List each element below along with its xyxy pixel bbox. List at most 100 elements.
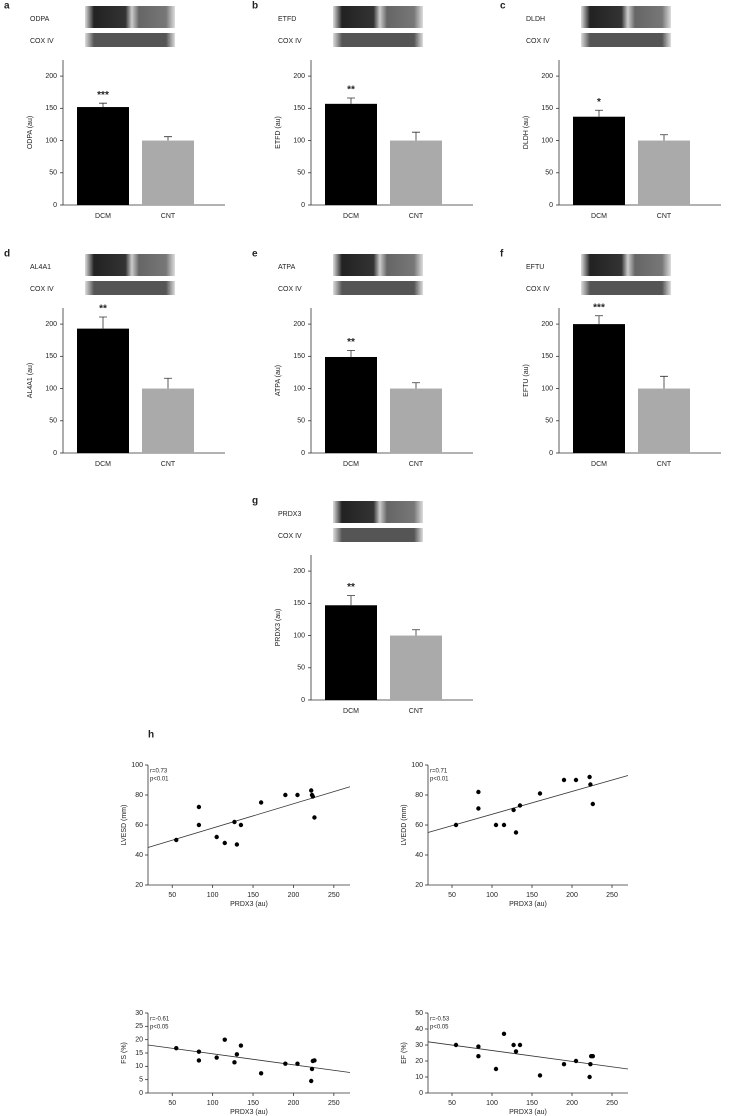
blot-label: COX IV [278,286,302,293]
data-point [517,803,523,808]
stat-annotation: r=0.73 [150,769,168,775]
significance: *** [593,302,605,313]
error-bar [347,97,355,104]
y-tick-label: 0 [419,1090,423,1097]
bar [325,605,377,700]
x-tick-label: 150 [526,892,538,899]
bar [390,388,442,453]
x-axis-label: PRDX3 (au) [509,1109,547,1116]
x-tick-label: 200 [288,1100,300,1107]
data-point [561,1062,567,1067]
bar [573,324,625,453]
y-axis-label: PRDX3 (au) [275,609,282,647]
data-point [234,842,240,847]
data-point [309,1078,314,1084]
y-axis-label: LVEDD (mm) [401,804,408,845]
y-tick-label: 30 [135,1010,143,1017]
y-axis-label: FS (%) [121,1042,128,1064]
panel-letter: a [4,1,10,12]
data-point [238,822,244,828]
x-tick-label: 200 [288,892,300,899]
x-tick-label: CNT [409,213,424,220]
x-tick-label: 250 [606,892,618,899]
panel-letter: h [148,730,154,741]
error-bar [99,316,107,329]
x-tick-label: CNT [161,461,176,468]
data-point [453,1042,459,1048]
x-tick-label: 50 [448,1100,456,1107]
blot-band [333,254,423,276]
y-tick-label: 0 [53,202,57,209]
data-point [511,807,516,813]
y-tick-label: 60 [135,822,143,829]
blot-label: EFTU [526,264,544,271]
panel-letter: d [4,249,10,260]
data-point [537,1073,543,1078]
y-tick-label: 200 [293,568,305,575]
y-tick-label: 20 [135,882,143,889]
y-tick-label: 50 [297,418,305,425]
error-bar [412,382,420,389]
y-tick-label: 50 [545,170,553,177]
y-tick-label: 100 [131,762,143,769]
axis [147,765,350,886]
x-axis-label: PRDX3 (au) [230,1109,268,1116]
x-tick-label: DCM [95,461,111,468]
data-point [196,1058,202,1063]
error-bar [99,102,107,108]
x-axis-label: PRDX3 (au) [230,901,268,908]
panel-letter: f [500,249,504,260]
data-point [501,1031,507,1037]
y-tick-label: 50 [49,418,57,425]
y-tick-label: 80 [135,792,143,799]
x-tick-label: 150 [247,1100,259,1107]
blot-band [85,254,175,276]
x-tick-label: CNT [657,461,672,468]
data-point [214,834,219,840]
y-tick-label: 30 [415,1042,423,1049]
y-tick-label: 100 [541,137,553,144]
y-axis-label: LVESD (mm) [121,805,128,846]
x-tick-label: 50 [168,1100,176,1107]
axis [427,1013,628,1094]
data-point [493,822,499,828]
data-point [453,822,459,828]
data-point [587,1074,592,1080]
blot-band [581,281,671,295]
data-point [537,791,543,796]
blot-band [581,254,671,276]
y-tick-label: 0 [549,450,553,457]
data-point [258,1071,264,1076]
blot-band [333,6,423,28]
x-axis-label: PRDX3 (au) [509,901,547,908]
data-point [476,806,481,811]
y-tick-label: 15 [135,1050,143,1057]
bar [325,356,377,453]
blot-band [333,281,423,295]
bar [390,140,442,205]
y-axis-label: ODPA (au) [27,116,34,149]
data-point [196,804,202,810]
x-tick-label: CNT [657,213,672,220]
trend-line [427,775,629,833]
error-bar [595,315,603,325]
significance: ** [347,337,355,348]
y-tick-label: 0 [301,450,305,457]
y-axis-label: EFTU (au) [523,364,530,397]
y-tick-label: 0 [549,202,553,209]
y-axis-label: AL4A1 (au) [27,363,34,398]
y-tick-label: 200 [293,321,305,328]
x-tick-label: 200 [566,1100,578,1107]
y-tick-label: 25 [135,1023,143,1030]
data-point [501,822,507,828]
data-point [196,1049,202,1054]
y-tick-label: 200 [541,73,553,80]
x-tick-label: 150 [526,1100,538,1107]
y-tick-label: 100 [541,385,553,392]
blot-band [581,6,671,28]
data-point [309,788,314,793]
data-point [174,1046,179,1051]
y-axis-label: DLDH (au) [523,116,530,149]
bar [325,103,377,205]
